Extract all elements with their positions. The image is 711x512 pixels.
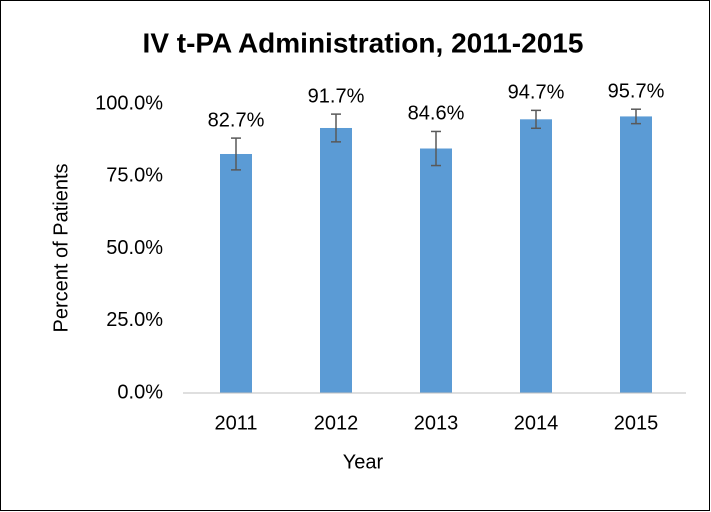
x-tick-label: 2015	[614, 412, 659, 434]
x-tick-label: 2013	[414, 412, 459, 434]
y-tick-label: 25.0%	[106, 309, 163, 331]
y-tick-label: 50.0%	[106, 237, 163, 259]
x-axis-label: Year	[343, 451, 384, 473]
error-bar	[231, 137, 241, 171]
bar	[420, 148, 452, 393]
chart-title: IV t-PA Administration, 2011-2015	[143, 27, 584, 58]
error-bar	[331, 113, 341, 143]
bar	[320, 127, 352, 393]
bar	[620, 116, 652, 393]
data-label: 91.7%	[308, 85, 365, 107]
data-label: 94.7%	[508, 82, 565, 104]
y-tick-label: 0.0%	[117, 381, 163, 403]
x-tick-label: 2011	[214, 412, 257, 434]
data-label: 84.6%	[408, 103, 465, 125]
data-label: 95.7%	[608, 80, 665, 102]
bar	[220, 153, 252, 393]
y-tick-label: 100.0%	[95, 92, 163, 114]
x-tick-label: 2014	[514, 412, 559, 434]
error-bar	[431, 130, 441, 167]
error-bar	[631, 108, 641, 125]
y-axis-label: Percent of Patients	[50, 164, 72, 333]
bar	[520, 119, 552, 393]
y-tick-label: 75.0%	[106, 165, 163, 187]
data-label: 82.7%	[208, 109, 265, 131]
x-tick-label: 2012	[314, 412, 359, 434]
error-bar	[531, 109, 541, 130]
